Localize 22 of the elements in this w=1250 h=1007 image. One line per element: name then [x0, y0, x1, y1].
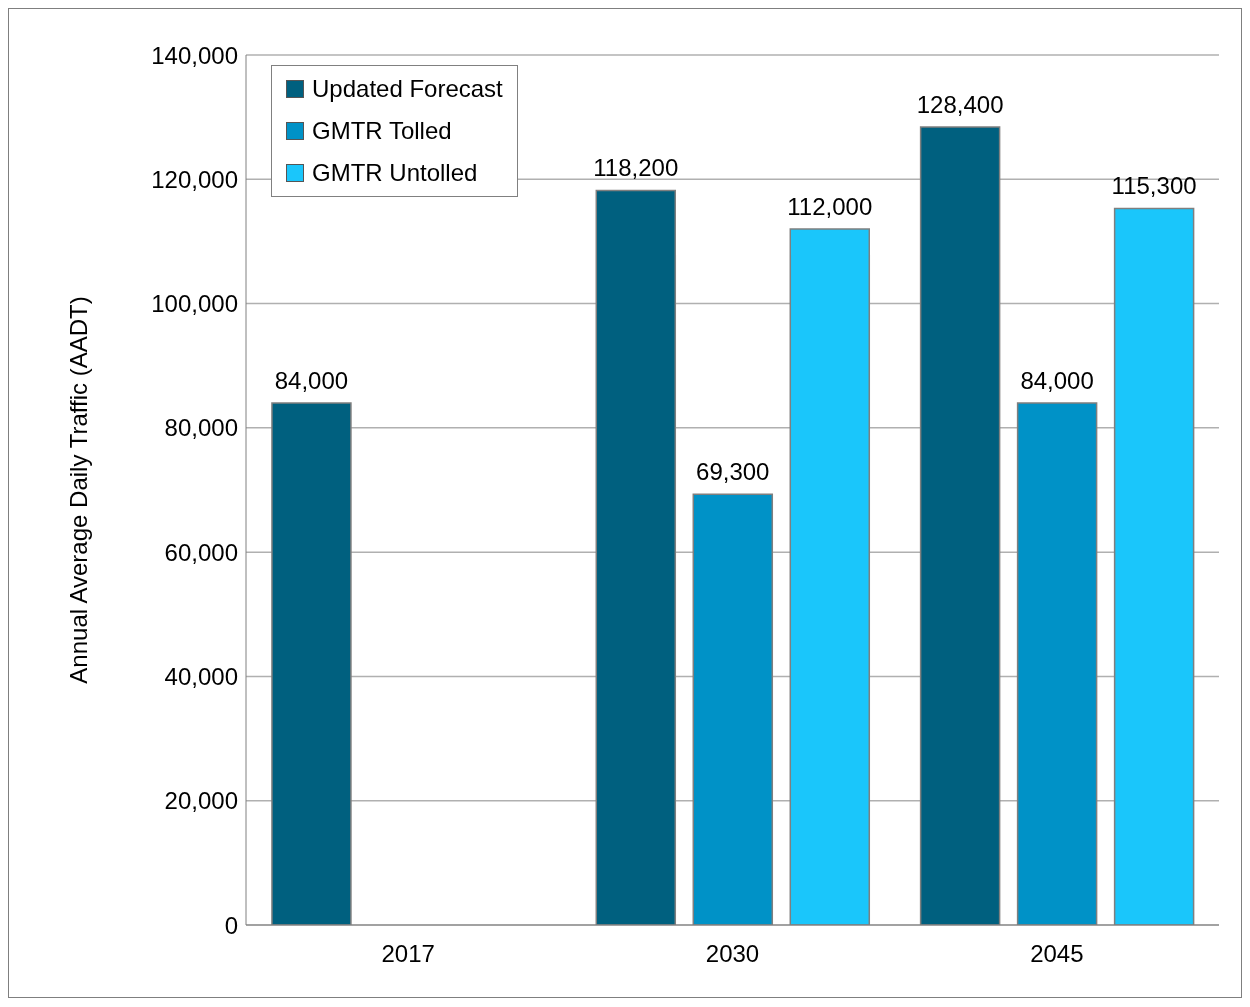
data-label: 69,300: [696, 458, 770, 486]
y-tick-label: 80,000: [164, 414, 238, 442]
y-tick-label: 100,000: [151, 290, 238, 318]
y-tick-label: 0: [224, 911, 238, 939]
x-tick-label: 2017: [381, 940, 435, 968]
data-label: 84,000: [274, 367, 349, 394]
data-label: 118,200: [593, 154, 679, 182]
data-label: 112,000: [787, 193, 873, 220]
x-tick-label: 2030: [705, 940, 760, 968]
legend-label: GMTR Untolled: [312, 158, 478, 188]
y-tick-label: 60,000: [164, 538, 238, 566]
data-label: 128,400: [916, 91, 1004, 119]
y-tick-label: 140,000: [151, 41, 238, 69]
y-axis-title: Annual Average Daily Traffic (AADT): [65, 296, 93, 684]
legend-label: Updated Forecast: [312, 74, 503, 104]
y-tick-label: 120,000: [151, 165, 238, 193]
y-tick-label: 20,000: [164, 787, 238, 815]
data-label: 84,000: [1020, 367, 1094, 394]
legend-label: GMTR Tolled: [312, 116, 452, 146]
y-tick-label: 40,000: [164, 662, 238, 690]
x-tick-label: 2045: [1030, 940, 1084, 968]
data-label: 115,300: [1111, 172, 1197, 200]
